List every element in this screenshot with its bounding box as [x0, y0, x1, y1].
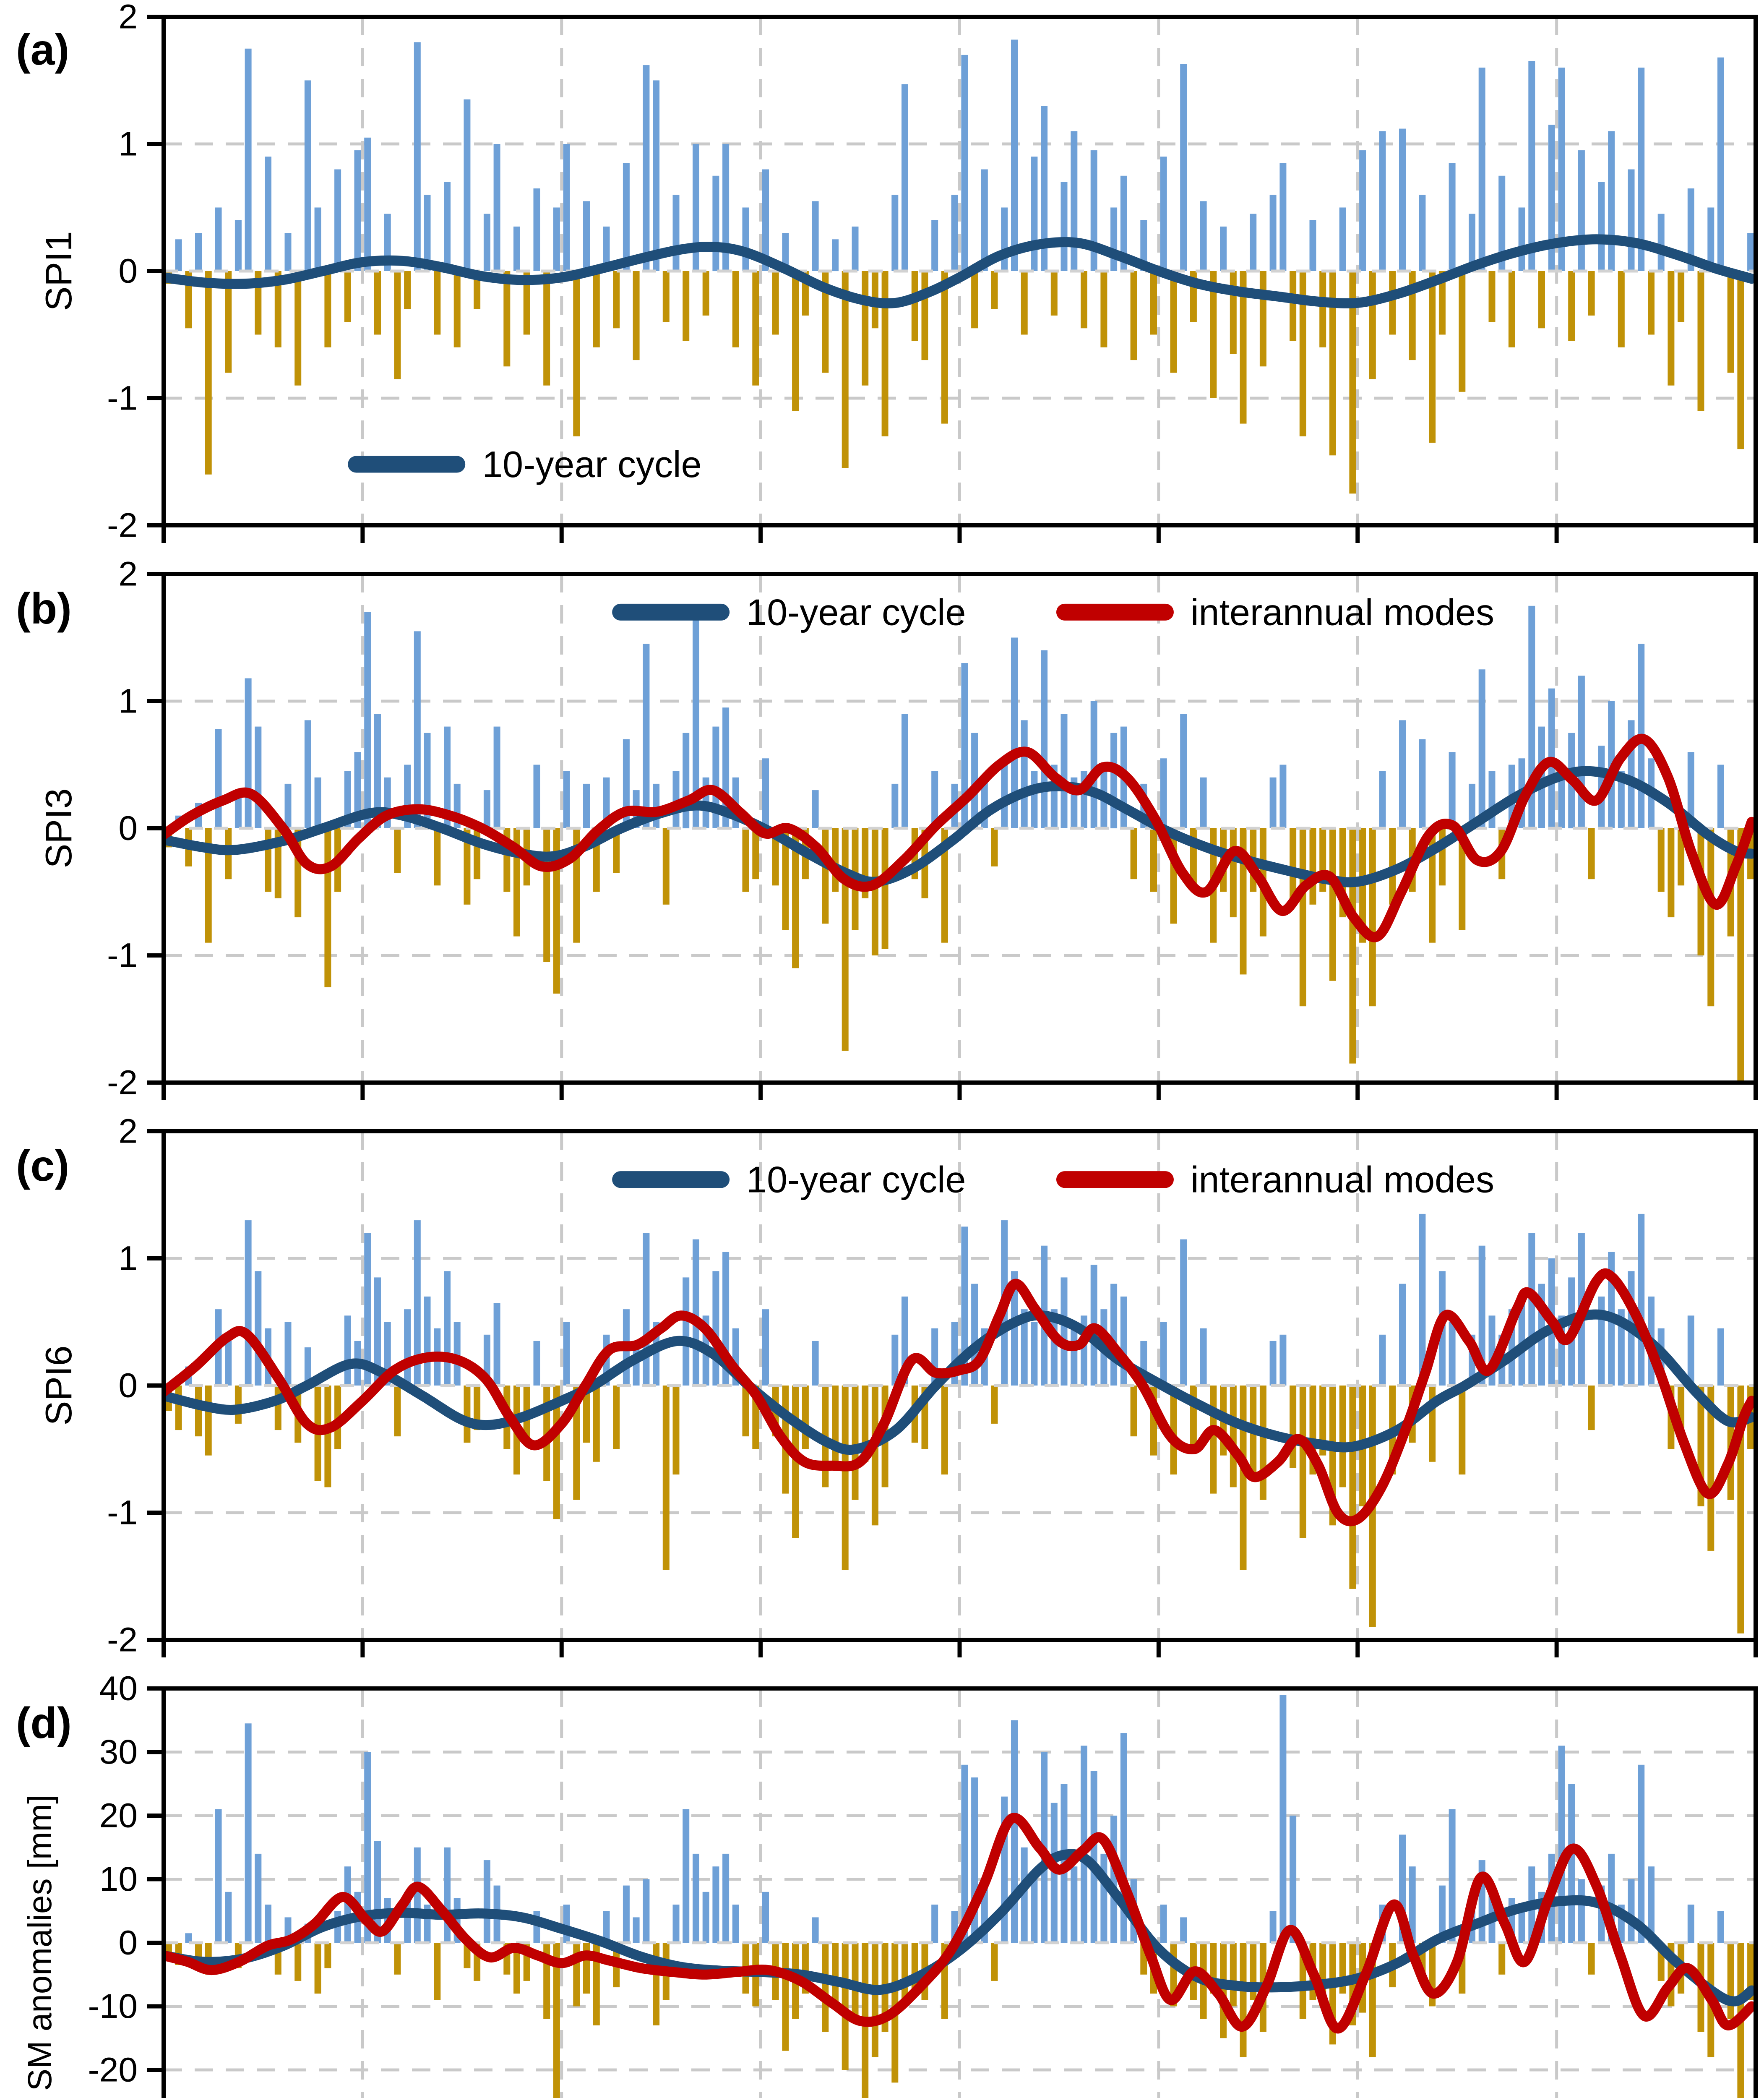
- legend-label-cycle: 10-year cycle: [746, 1159, 966, 1200]
- y-tick-label: -20: [88, 2051, 138, 2089]
- y-tick-label: 20: [99, 1797, 138, 1835]
- ten-year-cycle-line: [164, 766, 1756, 887]
- horizontal-gridlines: [164, 142, 1756, 400]
- panel-c: 2 1 0 -1 -2 10-year cycle interannual modes: [107, 1112, 1758, 1659]
- legend-label-cycle: 10-year cycle: [746, 591, 966, 633]
- x-axis-ticks: [162, 525, 1758, 543]
- y-axis-title-sm-anomalies: SM anomalies [mm]: [21, 1794, 58, 2091]
- horizontal-gridlines: [164, 1751, 1756, 2072]
- y-tick-label: -2: [107, 1621, 138, 1659]
- y-tick-label: -10: [88, 1987, 138, 2025]
- y-axis-ticks: 2 1 0 -1 -2: [107, 1112, 164, 1659]
- y-tick-label: 0: [118, 1367, 138, 1405]
- y-tick-label: -1: [107, 937, 138, 975]
- panel-b: 2 1 0 -1 -2 10-year cycle interannual modes: [107, 555, 1758, 1102]
- y-axis-title-spi1: SPI1: [38, 231, 79, 311]
- y-tick-label: -2: [107, 506, 138, 545]
- x-axis-ticks: [162, 1640, 1758, 1657]
- y-axis-title-spi3: SPI3: [38, 788, 79, 869]
- horizontal-gridlines: [164, 699, 1756, 957]
- y-tick-label: 1: [118, 682, 138, 720]
- legend-panel-a: 10-year cycle: [348, 444, 702, 485]
- interannual-modes-line: [164, 1268, 1756, 1527]
- y-tick-label: 1: [118, 125, 138, 163]
- panel-c-label: (c): [16, 1142, 70, 1190]
- x-axis-ticks: [162, 1083, 1758, 1100]
- interannual-modes-line: [164, 733, 1756, 942]
- y-tick-label: 2: [118, 1112, 138, 1151]
- y-axis-ticks: 2 1 0 -1 -2: [107, 0, 164, 545]
- legend-panel-b: 10-year cycle interannual modes: [612, 591, 1494, 633]
- legend-panel-c: 10-year cycle interannual modes: [612, 1159, 1494, 1200]
- anomaly-bars: [165, 39, 1754, 494]
- y-tick-label: -2: [107, 1064, 138, 1102]
- y-tick-label: -1: [107, 379, 138, 418]
- ten-year-cycle-line: [164, 1309, 1756, 1455]
- legend-label-modes: interannual modes: [1191, 591, 1494, 633]
- y-axis-ticks: 2 1 0 -1 -2: [107, 555, 164, 1102]
- y-tick-label: 2: [118, 0, 138, 36]
- panel-d-label: (d): [16, 1699, 72, 1748]
- y-tick-label: 0: [118, 809, 138, 848]
- legend-label-cycle: 10-year cycle: [482, 444, 701, 485]
- y-tick-label: 40: [99, 1670, 138, 1708]
- y-tick-label: 0: [118, 252, 138, 290]
- panel-b-label: (b): [16, 585, 72, 633]
- y-axis-title-spi6: SPI6: [38, 1345, 79, 1426]
- y-tick-label: 0: [118, 1924, 138, 1962]
- horizontal-gridlines: [164, 1257, 1756, 1514]
- y-tick-label: 30: [99, 1733, 138, 1771]
- panel-d: 403020100-10-20-30-401979198419891994199…: [88, 1670, 1758, 2098]
- ten-year-cycle-line: [164, 234, 1756, 308]
- y-tick-label: -1: [107, 1494, 138, 1532]
- panel-a-label: (a): [16, 26, 70, 74]
- panel-a: 2 1 0 -1 -2 10-year cycle: [107, 0, 1758, 545]
- y-tick-label: 2: [118, 555, 138, 593]
- y-tick-label: 10: [99, 1860, 138, 1898]
- legend-label-modes: interannual modes: [1191, 1159, 1494, 1200]
- interannual-modes-line: [164, 1813, 1756, 2034]
- vertical-gridlines: [361, 1688, 1558, 2098]
- y-tick-label: 1: [118, 1239, 138, 1278]
